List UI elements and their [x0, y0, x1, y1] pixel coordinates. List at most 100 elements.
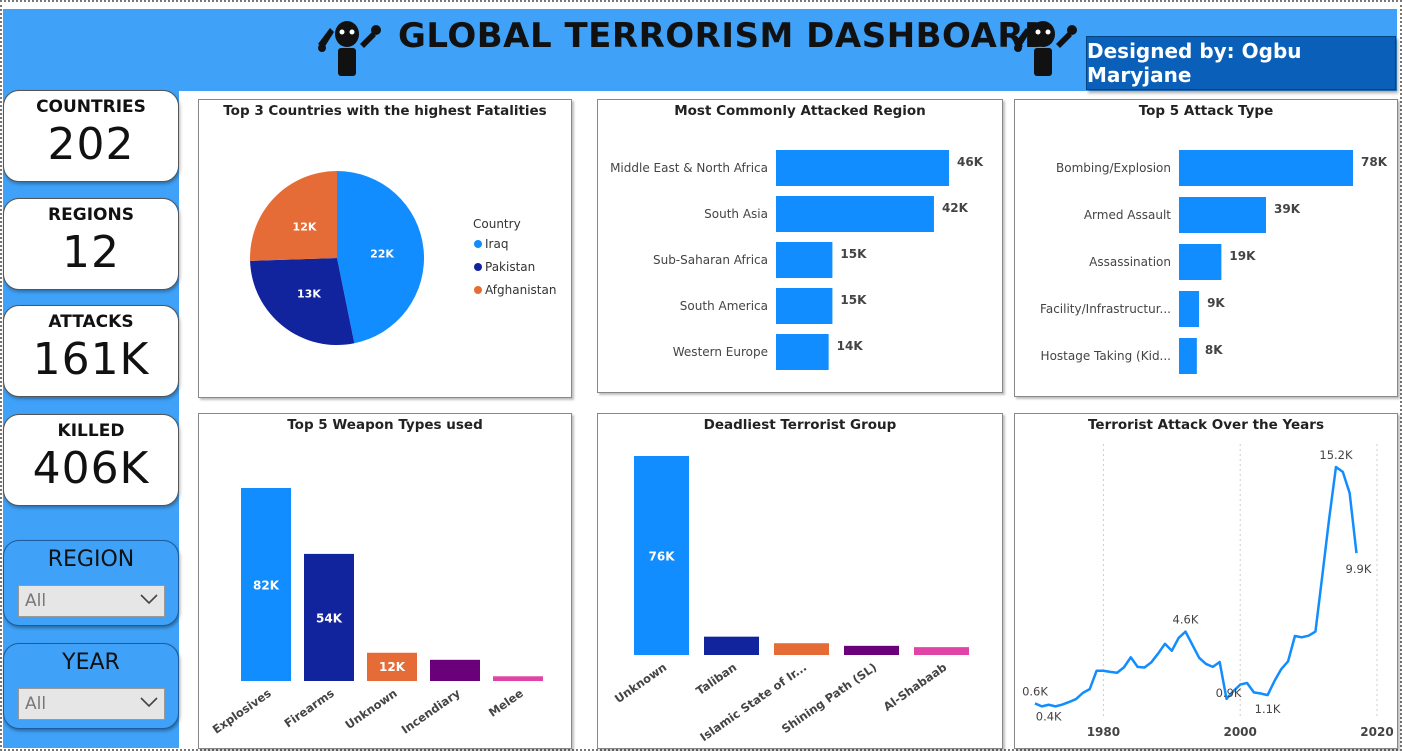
- chart-title: Top 3 Countries with the highest Fatalit…: [223, 103, 547, 119]
- bar[interactable]: [367, 652, 417, 681]
- slicer-title: REGION: [47, 547, 135, 572]
- attacks-line-panel: Terrorist Attack Over the Years 1980 2000…: [1014, 413, 1398, 749]
- point-label: 1.1K: [1255, 702, 1281, 716]
- pie-slice-pakistan[interactable]: [250, 258, 355, 345]
- chart-title: Top 5 Weapon Types used: [287, 417, 483, 433]
- chevron-down-icon[interactable]: [140, 695, 158, 709]
- data-label: 78K: [1361, 155, 1388, 169]
- data-label: 9K: [1207, 296, 1225, 310]
- bar[interactable]: [1179, 244, 1222, 280]
- bar[interactable]: [776, 334, 829, 370]
- point-label: 0.9K: [1216, 686, 1242, 700]
- data-label: 7K: [723, 622, 741, 636]
- slicer-title: YEAR: [62, 650, 120, 675]
- legend-title: Country: [473, 217, 521, 231]
- pie-data-label: 22K: [370, 247, 394, 260]
- category-label: Facility/Infrastructur...: [1040, 302, 1171, 316]
- designer-credit: Designed by: Ogbu Maryjane: [1086, 36, 1396, 90]
- pie-data-label: 13K: [297, 288, 321, 301]
- attack-type-bar-chart: Bombing/Explosion 78K Armed Assault 39K Assa…: [1040, 150, 1388, 374]
- bar[interactable]: [304, 553, 354, 681]
- data-label: 14K: [837, 339, 864, 353]
- point-label: 15.2K: [1319, 448, 1353, 462]
- category-label: Unknown: [612, 660, 669, 706]
- kpi-card-regions: REGIONS 12: [3, 198, 179, 290]
- kpi-label: KILLED: [57, 421, 125, 441]
- data-label: 9K: [446, 645, 464, 659]
- robot-attacker-icon: [1014, 21, 1077, 76]
- data-label: 15K: [840, 293, 867, 307]
- robot-attacker-icon: [318, 21, 381, 76]
- legend-entry[interactable]: Pakistan: [485, 260, 535, 274]
- bar[interactable]: [634, 456, 689, 655]
- legend-marker: [474, 240, 482, 248]
- series-line[interactable]: [1034, 465, 1358, 708]
- point-label: 0.4K: [1036, 709, 1062, 723]
- category-label: Incendiary: [399, 686, 463, 737]
- x-tick-label: 2020: [1360, 725, 1393, 739]
- category-label: Melee: [486, 686, 526, 720]
- bar[interactable]: [776, 288, 833, 324]
- point-label: 9.9K: [1346, 562, 1372, 576]
- dropdown-value: All: [25, 694, 47, 714]
- bar[interactable]: [774, 643, 829, 655]
- kpi-card-killed: KILLED 406K: [3, 414, 179, 506]
- data-label: 76K: [649, 550, 676, 564]
- group-bar-panel: Deadliest Terrorist Group 76K Unknown 7K Ta…: [597, 413, 1003, 749]
- weapon-bar-panel: Top 5 Weapon Types used 82K Explosives 54K…: [198, 413, 572, 749]
- region-bar-panel: Most Commonly Attacked Region Middle Eas…: [597, 99, 1003, 393]
- kpi-label: COUNTRIES: [36, 97, 146, 117]
- category-label: Bombing/Explosion: [1056, 161, 1171, 175]
- chart-title: Most Commonly Attacked Region: [674, 103, 926, 119]
- pie-slice-afghanistan[interactable]: [250, 171, 337, 261]
- region-dropdown[interactable]: All: [18, 585, 165, 617]
- kpi-label: REGIONS: [48, 205, 134, 225]
- data-label: 8K: [1205, 343, 1223, 357]
- chart-title: Deadliest Terrorist Group: [703, 417, 897, 433]
- weapon-bar-chart: 82K Explosives 54K Firearms 12K Unknown 9K Ince…: [210, 488, 543, 737]
- category-label: Western Europe: [673, 345, 768, 359]
- kpi-label: ATTACKS: [48, 312, 134, 332]
- bar[interactable]: [1179, 150, 1353, 186]
- bar[interactable]: [776, 242, 833, 278]
- bar[interactable]: [430, 659, 480, 681]
- bar[interactable]: [1179, 197, 1266, 233]
- bar[interactable]: [1179, 338, 1197, 374]
- year-slicer: YEAR All: [3, 643, 179, 729]
- bar[interactable]: [704, 636, 759, 655]
- pie-data-label: 12K: [293, 221, 317, 234]
- category-label: Taliban: [693, 660, 739, 698]
- year-dropdown[interactable]: All: [18, 688, 165, 720]
- data-label: 42K: [942, 201, 969, 215]
- legend-marker: [474, 286, 482, 294]
- dashboard-title: GLOBAL TERRORISM DASHBOARD: [398, 16, 1053, 56]
- bar[interactable]: [776, 150, 949, 186]
- region-slicer: REGION All: [3, 540, 179, 626]
- legend-entry[interactable]: Iraq: [485, 237, 508, 251]
- point-label: 0.6K: [1022, 684, 1048, 698]
- category-label: Hostage Taking (Kid...: [1041, 349, 1171, 363]
- bar[interactable]: [1179, 291, 1200, 327]
- x-tick-label: 1980: [1087, 725, 1120, 739]
- category-label: South America: [680, 299, 768, 313]
- bar[interactable]: [776, 196, 934, 232]
- kpi-value: 202: [47, 119, 135, 170]
- point-label: 4.6K: [1173, 613, 1199, 627]
- legend-marker: [474, 263, 482, 271]
- bar[interactable]: [844, 645, 899, 655]
- category-label: South Asia: [704, 207, 768, 221]
- category-label: Al-Shabaab: [881, 660, 950, 714]
- kpi-card-attacks: ATTACKS 161K: [3, 305, 179, 397]
- chevron-down-icon[interactable]: [140, 592, 158, 606]
- pie-slice-iraq[interactable]: [337, 171, 424, 344]
- category-label: Middle East & North Africa: [610, 161, 768, 175]
- category-label: Firearms: [282, 686, 337, 731]
- bar[interactable]: [493, 676, 543, 681]
- bar[interactable]: [241, 488, 291, 681]
- legend-entry[interactable]: Afghanistan: [485, 283, 556, 297]
- fatalities-pie-panel: Top 3 Countries with the highest Fatalit…: [198, 99, 572, 398]
- data-label: 82K: [253, 579, 280, 593]
- category-label: Assassination: [1089, 255, 1171, 269]
- x-tick-label: 2000: [1223, 725, 1256, 739]
- bar[interactable]: [914, 647, 969, 655]
